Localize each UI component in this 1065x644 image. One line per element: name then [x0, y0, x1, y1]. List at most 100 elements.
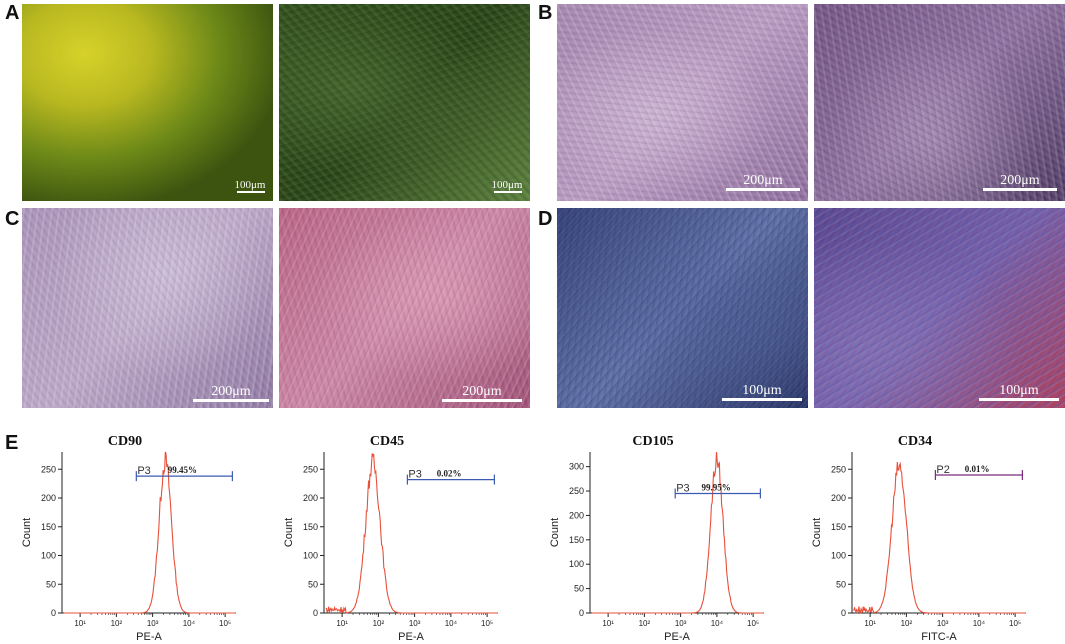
micrograph-c1: 200μm: [22, 208, 273, 408]
histogram-curve: [853, 461, 1026, 615]
panel-label-b: B: [538, 2, 553, 24]
panel-label-d: D: [538, 208, 553, 230]
x-tick-label: 10²: [901, 619, 913, 628]
scale-label: 100μm: [742, 383, 782, 398]
flow-plot-cd105: CD105 0 50 100 150 200 250 300 10¹ 10² 10³ 10⁴ 10⁵ P…: [538, 430, 768, 644]
panel-label-a: A: [5, 2, 20, 24]
histogram-svg: 0 50 100 150 200 250 10¹ 10² 10³ 10⁴ 10⁵ PE-A Count P…: [283, 452, 498, 643]
x-tick-label: 10¹: [74, 619, 86, 628]
y-tick-label: 250: [831, 464, 846, 474]
histogram-svg: 0 50 100 150 200 250 300 10¹ 10² 10³ 10⁴ 10⁵ PE-A Cou…: [549, 451, 764, 643]
scale-label: 200μm: [211, 384, 251, 399]
y-tick-label: 100: [303, 551, 318, 561]
scale-label: 200μm: [1000, 173, 1040, 188]
scale-bar: [237, 191, 265, 193]
y-tick-label: 250: [569, 486, 584, 496]
gate-percent: 0.02%: [437, 469, 462, 479]
panel-label-e: E: [5, 432, 19, 454]
x-tick-label: 10¹: [336, 619, 348, 628]
x-axis-label: PE-A: [136, 631, 162, 643]
scale-label: 100μm: [234, 179, 266, 191]
y-tick-label: 100: [41, 551, 56, 561]
x-tick-label: 10⁵: [481, 619, 493, 628]
x-tick-label: 10³: [937, 619, 949, 628]
y-tick-label: 100: [569, 559, 584, 569]
x-axis-label: PE-A: [664, 631, 690, 643]
y-axis-label: Count: [549, 518, 561, 547]
micrograph-a2: 100μm: [279, 4, 530, 201]
scale-label: 200μm: [743, 173, 783, 188]
x-tick-label: 10⁴: [445, 619, 458, 628]
gate-label: P3: [408, 469, 421, 481]
histogram-svg: 0 50 100 150 200 250 10¹ 10² 10³ 10⁴ 10⁵ PE-A Count P…: [21, 451, 236, 643]
flow-plot-cd90: CD90 0 50 100 150 200 250 10¹ 10² 10³ 10⁴ 10⁵ PE-A C…: [10, 430, 240, 644]
y-tick-label: 200: [303, 493, 318, 503]
scale-bar: [979, 398, 1059, 401]
micrograph-b2: 200μm: [814, 4, 1065, 201]
scale-bar: [722, 398, 802, 401]
micrograph-a1: 100μm: [22, 4, 273, 201]
micrograph-d1: 100μm: [557, 208, 808, 408]
y-tick-label: 50: [46, 579, 56, 589]
x-tick-label: 10¹: [602, 619, 614, 628]
x-tick-label: 10⁵: [747, 619, 759, 628]
histogram-curve: [325, 453, 498, 615]
plot-title: CD45: [369, 434, 405, 449]
gate-percent: 0.01%: [965, 464, 990, 474]
gate-label: P3: [676, 482, 689, 494]
x-tick-label: 10⁵: [1009, 619, 1021, 628]
y-tick-label: 150: [41, 522, 56, 532]
y-tick-label: 100: [831, 551, 846, 561]
x-tick-label: 10³: [147, 619, 159, 628]
micrograph-b1: 200μm: [557, 4, 808, 201]
scale-label: 100μm: [491, 179, 523, 191]
scale-bar: [494, 191, 522, 193]
plot-title: CD105: [632, 434, 674, 449]
y-axis-label: Count: [283, 518, 295, 547]
panel-label-c: C: [5, 208, 20, 230]
y-tick-label: 200: [569, 510, 584, 520]
x-tick-label: 10⁴: [973, 619, 986, 628]
y-tick-label: 0: [51, 608, 56, 618]
flow-plot-cd34: CD34 0 50 100 150 200 250 10¹ 10² 10³ 10⁴ 10⁵ FITC-…: [800, 430, 1030, 644]
x-tick-label: 10⁵: [219, 619, 231, 628]
x-tick-label: 10⁴: [183, 619, 196, 628]
scale-bar: [983, 188, 1057, 191]
x-axis-label: PE-A: [398, 631, 424, 643]
y-tick-label: 50: [836, 579, 846, 589]
y-tick-label: 300: [569, 462, 584, 472]
y-tick-label: 0: [313, 608, 318, 618]
y-tick-label: 150: [303, 522, 318, 532]
gate-percent: 99.45%: [168, 465, 197, 475]
plot-title: CD34: [897, 434, 933, 449]
plot-title: CD90: [107, 434, 143, 449]
x-tick-label: 10²: [111, 619, 123, 628]
histogram-curve: [63, 451, 236, 614]
scale-bar: [193, 399, 269, 402]
x-tick-label: 10³: [409, 619, 421, 628]
histogram-curve: [591, 451, 764, 614]
x-tick-label: 10⁴: [711, 619, 724, 628]
y-tick-label: 200: [831, 493, 846, 503]
micrograph-d2: 100μm: [814, 208, 1065, 408]
micrograph-c2: 200μm: [279, 208, 530, 408]
x-tick-label: 10²: [639, 619, 651, 628]
y-tick-label: 50: [574, 584, 584, 594]
gate-percent: 99.95%: [701, 482, 730, 492]
y-tick-label: 50: [308, 579, 318, 589]
histogram-svg: 0 50 100 150 200 250 10¹ 10² 10³ 10⁴ 10⁵ FITC-A Coun…: [811, 452, 1026, 643]
y-axis-label: Count: [21, 518, 33, 547]
scale-label: 200μm: [462, 384, 502, 399]
flow-plot-cd45: CD45 0 50 100 150 200 250 10¹ 10² 10³ 10⁴ 10⁵ PE-A C…: [272, 430, 502, 644]
y-axis-label: Count: [811, 518, 823, 547]
y-tick-label: 0: [841, 608, 846, 618]
x-tick-label: 10²: [373, 619, 385, 628]
x-axis-label: FITC-A: [921, 631, 957, 643]
scale-bar: [726, 188, 800, 191]
y-tick-label: 200: [41, 493, 56, 503]
y-tick-label: 250: [303, 464, 318, 474]
y-tick-label: 0: [579, 608, 584, 618]
scale-label: 100μm: [999, 383, 1039, 398]
y-tick-label: 250: [41, 464, 56, 474]
x-tick-label: 10³: [675, 619, 687, 628]
